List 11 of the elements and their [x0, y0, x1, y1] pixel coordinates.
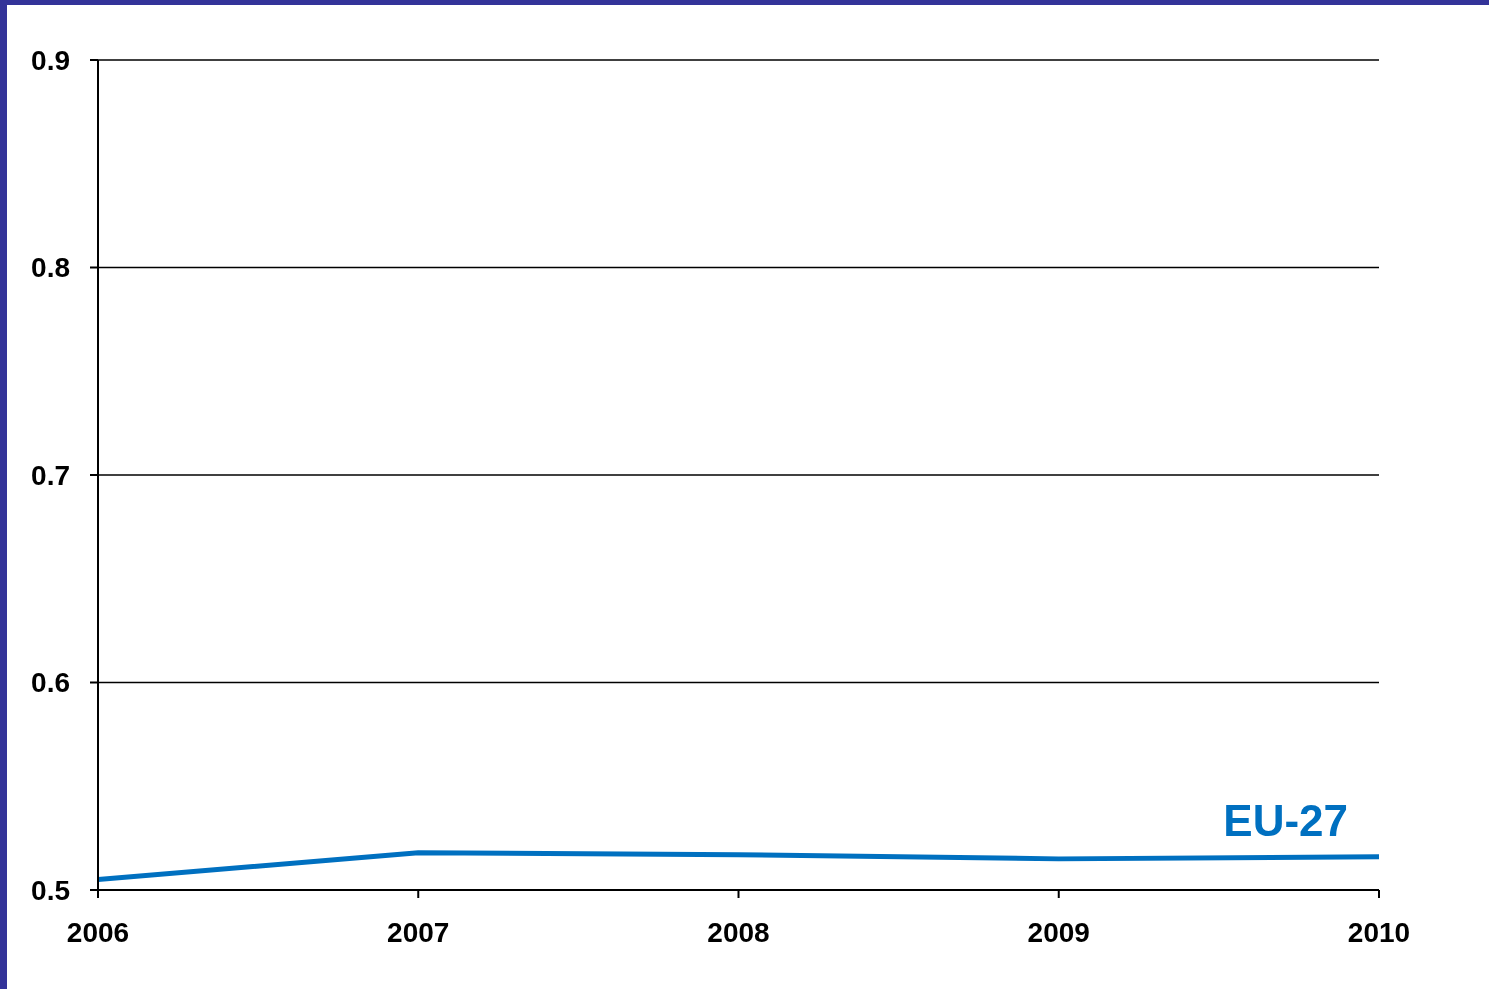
x-tick-label: 2008 [707, 916, 770, 948]
y-tick-label: 0.5 [31, 874, 70, 906]
x-tick-label: 2009 [1027, 916, 1090, 948]
x-tick-label: 2007 [387, 916, 450, 948]
y-tick-label: 0.7 [31, 459, 70, 491]
x-tick-label: 2010 [1347, 916, 1411, 948]
y-tick-label: 0.8 [31, 252, 70, 284]
y-tick-label: 0.6 [31, 667, 70, 699]
x-tick-label: 2006 [66, 916, 130, 948]
y-tick-label: 0.9 [31, 44, 70, 76]
series-label: EU-27 [1223, 795, 1348, 845]
